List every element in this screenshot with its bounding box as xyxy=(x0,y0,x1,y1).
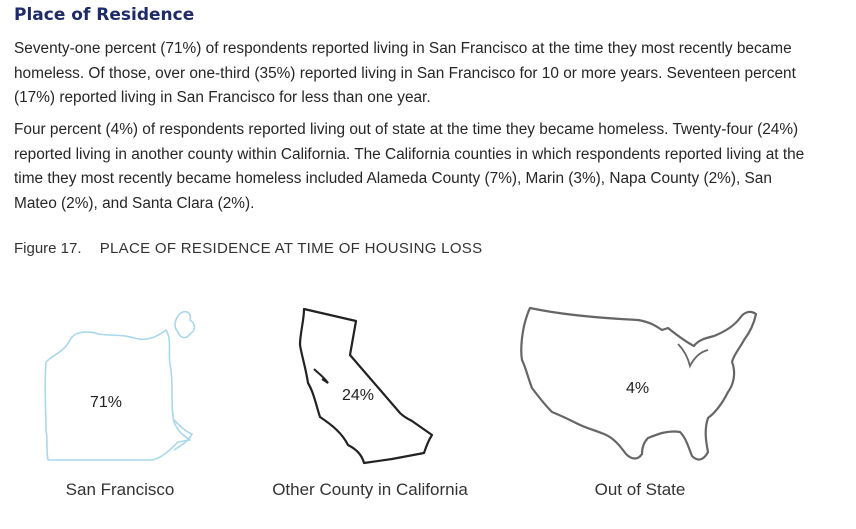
out-of-state-label: Out of State xyxy=(594,480,686,499)
san-francisco-value: 71% xyxy=(90,394,123,411)
figure-title: PLACE OF RESIDENCE AT TIME OF HOUSING LO… xyxy=(99,240,483,257)
california-label: Other County in California xyxy=(272,480,468,499)
california-map-icon xyxy=(292,305,442,470)
paragraph-1: Seventy-one percent (71%) of respondents… xyxy=(14,40,796,106)
out-of-state-value: 4% xyxy=(626,380,650,397)
california-value: 24% xyxy=(342,387,375,404)
san-francisco-map-icon xyxy=(40,300,220,470)
san-francisco-label: San Francisco xyxy=(65,480,175,499)
paragraph-2: Four percent (4%) of respondents reporte… xyxy=(14,121,805,212)
usa-map-icon xyxy=(518,300,768,470)
figure-caption: Figure 17. PLACE OF RESIDENCE AT TIME OF… xyxy=(14,240,482,257)
figure-number: Figure 17. xyxy=(14,240,82,257)
section-heading: Place of Residence xyxy=(14,5,195,25)
